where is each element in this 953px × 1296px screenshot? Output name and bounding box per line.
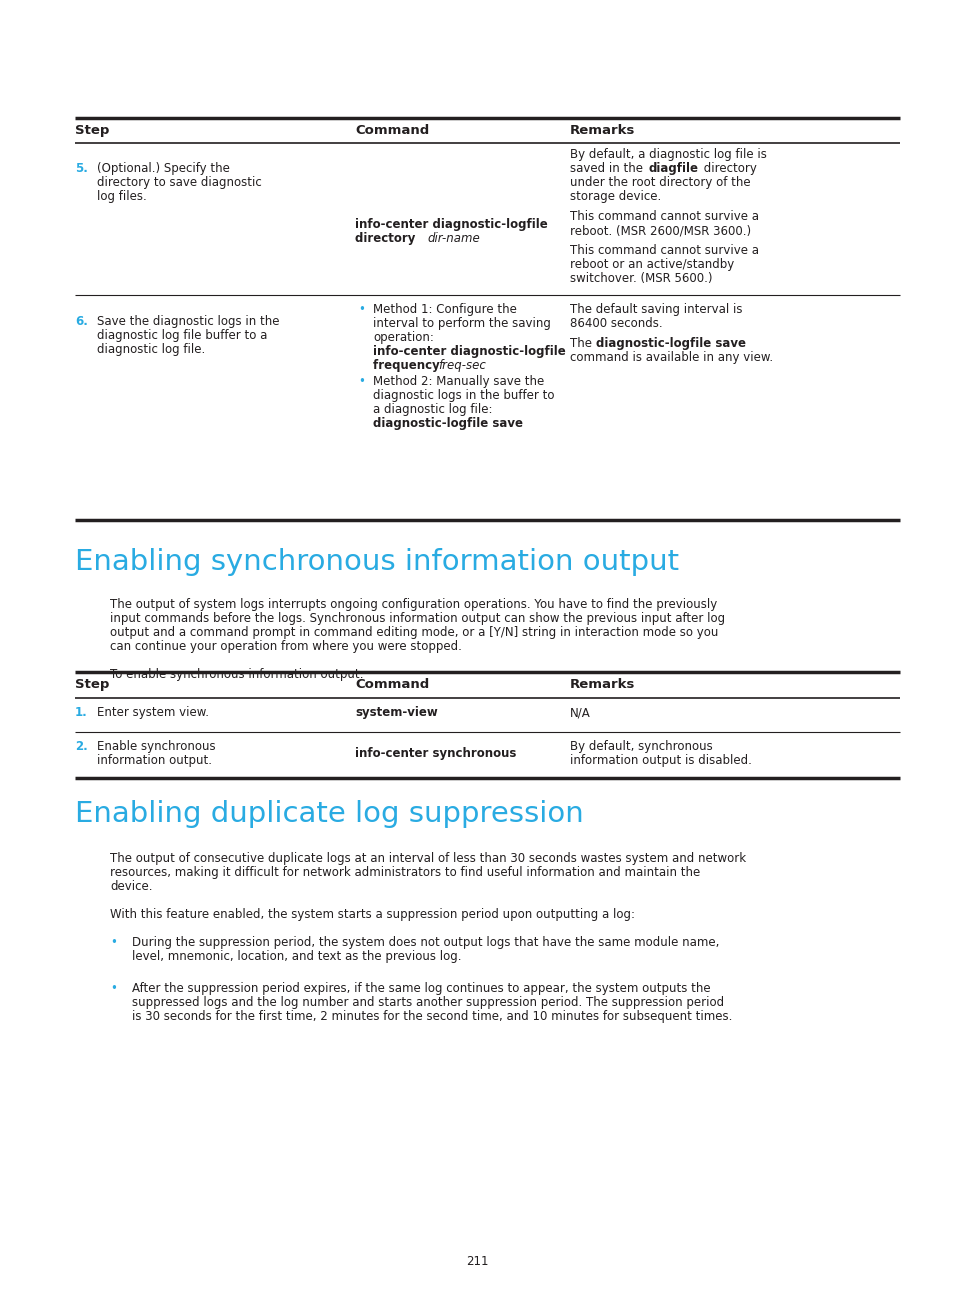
Text: reboot. (MSR 2600/MSR 3600.): reboot. (MSR 2600/MSR 3600.) bbox=[569, 224, 750, 237]
Text: Command: Command bbox=[355, 124, 429, 137]
Text: The output of consecutive duplicate logs at an interval of less than 30 seconds : The output of consecutive duplicate logs… bbox=[110, 851, 745, 864]
Text: diagnostic log file.: diagnostic log file. bbox=[97, 343, 205, 356]
Text: Remarks: Remarks bbox=[569, 124, 635, 137]
Text: device.: device. bbox=[110, 880, 152, 893]
Text: system-view: system-view bbox=[355, 706, 437, 719]
Text: 2.: 2. bbox=[75, 740, 88, 753]
Text: operation:: operation: bbox=[373, 330, 434, 343]
Text: The default saving interval is: The default saving interval is bbox=[569, 303, 741, 316]
Text: storage device.: storage device. bbox=[569, 191, 660, 203]
Text: During the suppression period, the system does not output logs that have the sam: During the suppression period, the syste… bbox=[132, 936, 719, 949]
Text: The output of system logs interrupts ongoing configuration operations. You have : The output of system logs interrupts ong… bbox=[110, 597, 717, 610]
Text: info-center diagnostic-logfile: info-center diagnostic-logfile bbox=[355, 218, 547, 231]
Text: freq-sec: freq-sec bbox=[437, 359, 485, 372]
Text: information output is disabled.: information output is disabled. bbox=[569, 754, 751, 767]
Text: output and a command prompt in command editing mode, or a [Y/N] string in intera: output and a command prompt in command e… bbox=[110, 626, 718, 639]
Text: level, mnemonic, location, and text as the previous log.: level, mnemonic, location, and text as t… bbox=[132, 950, 461, 963]
Text: Method 1: Configure the: Method 1: Configure the bbox=[373, 303, 517, 316]
Text: reboot or an active/standby: reboot or an active/standby bbox=[569, 258, 734, 271]
Text: diagnostic-logfile save: diagnostic-logfile save bbox=[596, 337, 745, 350]
Text: diagfile: diagfile bbox=[648, 162, 699, 175]
Text: log files.: log files. bbox=[97, 191, 147, 203]
Text: 86400 seconds.: 86400 seconds. bbox=[569, 318, 662, 330]
Text: Enable synchronous: Enable synchronous bbox=[97, 740, 215, 753]
Text: dir-name: dir-name bbox=[427, 232, 479, 245]
Text: Enabling synchronous information output: Enabling synchronous information output bbox=[75, 548, 679, 575]
Text: 1.: 1. bbox=[75, 706, 88, 719]
Text: info-center synchronous: info-center synchronous bbox=[355, 746, 516, 759]
Text: is 30 seconds for the first time, 2 minutes for the second time, and 10 minutes : is 30 seconds for the first time, 2 minu… bbox=[132, 1010, 732, 1023]
Text: frequency: frequency bbox=[373, 359, 443, 372]
Text: This command cannot survive a: This command cannot survive a bbox=[569, 244, 759, 257]
Text: a diagnostic log file:: a diagnostic log file: bbox=[373, 403, 492, 416]
Text: interval to perform the saving: interval to perform the saving bbox=[373, 318, 550, 330]
Text: Step: Step bbox=[75, 678, 110, 691]
Text: With this feature enabled, the system starts a suppression period upon outputtin: With this feature enabled, the system st… bbox=[110, 908, 635, 921]
Text: 5.: 5. bbox=[75, 162, 88, 175]
Text: under the root directory of the: under the root directory of the bbox=[569, 176, 750, 189]
Text: Enabling duplicate log suppression: Enabling duplicate log suppression bbox=[75, 800, 583, 828]
Text: resources, making it difficult for network administrators to find useful informa: resources, making it difficult for netwo… bbox=[110, 866, 700, 879]
Text: •: • bbox=[357, 303, 364, 316]
Text: switchover. (MSR 5600.): switchover. (MSR 5600.) bbox=[569, 272, 712, 285]
Text: Enter system view.: Enter system view. bbox=[97, 706, 209, 719]
Text: To enable synchronous information output:: To enable synchronous information output… bbox=[110, 667, 363, 680]
Text: directory: directory bbox=[355, 232, 419, 245]
Text: Command: Command bbox=[355, 678, 429, 691]
Text: directory to save diagnostic: directory to save diagnostic bbox=[97, 176, 261, 189]
Text: information output.: information output. bbox=[97, 754, 212, 767]
Text: input commands before the logs. Synchronous information output can show the prev: input commands before the logs. Synchron… bbox=[110, 612, 724, 625]
Text: (Optional.) Specify the: (Optional.) Specify the bbox=[97, 162, 230, 175]
Text: diagnostic logs in the buffer to: diagnostic logs in the buffer to bbox=[373, 389, 554, 402]
Text: info-center diagnostic-logfile: info-center diagnostic-logfile bbox=[373, 345, 565, 358]
Text: •: • bbox=[110, 936, 117, 949]
Text: The: The bbox=[569, 337, 595, 350]
Text: diagnostic-logfile save: diagnostic-logfile save bbox=[373, 417, 522, 430]
Text: By default, synchronous: By default, synchronous bbox=[569, 740, 712, 753]
Text: Step: Step bbox=[75, 124, 110, 137]
Text: command is available in any view.: command is available in any view. bbox=[569, 351, 772, 364]
Text: directory: directory bbox=[700, 162, 756, 175]
Text: Save the diagnostic logs in the: Save the diagnostic logs in the bbox=[97, 315, 279, 328]
Text: This command cannot survive a: This command cannot survive a bbox=[569, 210, 759, 223]
Text: diagnostic log file buffer to a: diagnostic log file buffer to a bbox=[97, 329, 267, 342]
Text: N/A: N/A bbox=[569, 706, 590, 719]
Text: can continue your operation from where you were stopped.: can continue your operation from where y… bbox=[110, 640, 461, 653]
Text: 211: 211 bbox=[465, 1255, 488, 1267]
Text: suppressed logs and the log number and starts another suppression period. The su: suppressed logs and the log number and s… bbox=[132, 997, 723, 1010]
Text: •: • bbox=[357, 375, 364, 388]
Text: Method 2: Manually save the: Method 2: Manually save the bbox=[373, 375, 543, 388]
Text: After the suppression period expires, if the same log continues to appear, the s: After the suppression period expires, if… bbox=[132, 982, 710, 995]
Text: saved in the: saved in the bbox=[569, 162, 646, 175]
Text: •: • bbox=[110, 982, 117, 995]
Text: 6.: 6. bbox=[75, 315, 88, 328]
Text: By default, a diagnostic log file is: By default, a diagnostic log file is bbox=[569, 148, 766, 161]
Text: Remarks: Remarks bbox=[569, 678, 635, 691]
